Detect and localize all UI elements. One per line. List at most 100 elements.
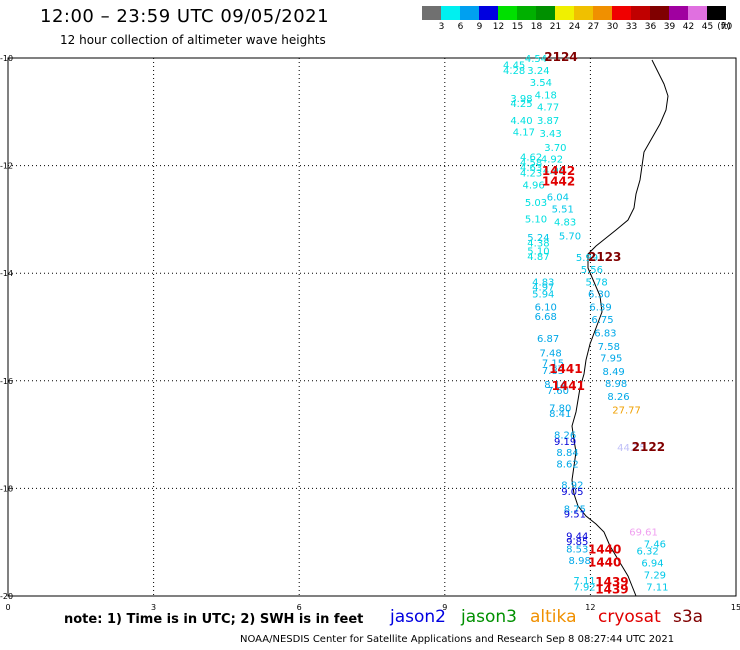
colorbar-swatch bbox=[631, 6, 650, 20]
pass-label: 1442 bbox=[542, 175, 575, 189]
colorbar-swatch bbox=[593, 6, 612, 20]
swh-label: 7.60 bbox=[547, 386, 569, 397]
axis-labels: 0 3 6 9 12 15 -10 -12 -14 -16 -18 -20 bbox=[0, 54, 740, 612]
swh-label: 5.78 bbox=[586, 277, 608, 288]
swh-label: 4.83 bbox=[554, 218, 576, 229]
colorbar-label: 3 bbox=[438, 22, 445, 32]
swh-label: 6.83 bbox=[594, 328, 616, 339]
swh-label: 8.98 bbox=[605, 379, 627, 390]
swh-label: 44.75 bbox=[617, 443, 646, 454]
legend-altika: altika bbox=[530, 607, 577, 627]
swh-label: 6.04 bbox=[547, 192, 569, 203]
pass-label: 1440 bbox=[588, 556, 621, 570]
swh-label: 7.29 bbox=[644, 570, 666, 581]
swh-label: 7.95 bbox=[600, 354, 622, 365]
swh-label: 4.58 bbox=[520, 158, 542, 169]
colorbar-swatch bbox=[441, 6, 460, 20]
colorbar-label: 6 bbox=[457, 22, 464, 32]
swh-label: 5.94 bbox=[532, 290, 554, 301]
swh-label: 4.38 bbox=[527, 239, 549, 250]
swh-label: 4.23 bbox=[520, 169, 542, 180]
swh-label: 4.87 bbox=[527, 252, 549, 263]
colorbar-swatch bbox=[612, 6, 631, 20]
legend-cryosat: cryosat bbox=[598, 607, 661, 627]
swh-label: 8.26 bbox=[554, 431, 576, 442]
y-tick-label: -14 bbox=[0, 269, 13, 278]
swh-label: 8.14 bbox=[544, 380, 566, 391]
swh-label: 9.19 bbox=[554, 437, 576, 448]
swh-label: 5.56 bbox=[581, 265, 603, 276]
footnote: note: 1) Time is in UTC; 2) SWH is in fe… bbox=[64, 612, 364, 627]
x-tick-label: 6 bbox=[297, 603, 302, 612]
colorbar-swatch bbox=[669, 6, 688, 20]
swh-label: 4.40 bbox=[510, 116, 532, 127]
swh-label: 4.63 bbox=[520, 163, 542, 174]
swh-label: 3.87 bbox=[537, 116, 559, 127]
legend-jason2: jason2 bbox=[390, 607, 446, 627]
swh-label: 6.39 bbox=[589, 303, 611, 314]
swh-label: 8.53 bbox=[566, 545, 588, 556]
swh-label: 3.54 bbox=[530, 78, 552, 89]
swh-label: 3.43 bbox=[539, 129, 561, 140]
swh-label: 6.87 bbox=[537, 334, 559, 345]
colorbar-label: 18 bbox=[530, 22, 543, 32]
swh-label: 6.75 bbox=[591, 315, 613, 326]
swh-label: 4.83 bbox=[532, 277, 554, 288]
swh-label: 9.05 bbox=[561, 487, 583, 498]
page-title: 12:00 – 23:59 UTC 09/05/2021 bbox=[40, 6, 330, 27]
swh-label: 5.24 bbox=[527, 233, 549, 244]
colorbar-label: 9 bbox=[476, 22, 483, 32]
colorbar-label: 24 bbox=[568, 22, 581, 32]
colorbar-swatch bbox=[650, 6, 669, 20]
swh-label: 3.24 bbox=[527, 66, 549, 77]
page-subtitle: 12 hour collection of altimeter wave hei… bbox=[60, 33, 326, 47]
colorbar-label: 33 bbox=[625, 22, 638, 32]
colorbar-swatch bbox=[422, 6, 441, 20]
y-tick-label: -12 bbox=[0, 162, 13, 171]
swh-label: 7.92 bbox=[573, 582, 595, 593]
swh-label: 8.98 bbox=[569, 556, 591, 567]
pass-label: 1441 bbox=[549, 362, 582, 376]
swh-label: 3.70 bbox=[544, 143, 566, 154]
swh-label: 4.98 bbox=[543, 166, 565, 177]
colorbar-label: 70 bbox=[720, 22, 733, 32]
swh-label: 4.17 bbox=[513, 128, 535, 139]
colorbar-swatch bbox=[536, 6, 555, 20]
swh-label: 3.98 bbox=[510, 94, 532, 105]
y-tick-label: -20 bbox=[0, 592, 13, 601]
swh-label: 8.49 bbox=[603, 367, 625, 378]
colorbar-unit: (ft) bbox=[717, 22, 731, 32]
swh-label: 6.30 bbox=[588, 290, 610, 301]
x-tick-label: 3 bbox=[151, 603, 156, 612]
coastline bbox=[571, 59, 669, 597]
x-tick-label: 9 bbox=[442, 603, 447, 612]
swh-label: 7.48 bbox=[539, 348, 561, 359]
pass-label: 2124 bbox=[544, 50, 577, 64]
colorbar-swatch bbox=[574, 6, 593, 20]
swh-label: 5.70 bbox=[559, 232, 581, 243]
swh-label: 8.75 bbox=[564, 504, 586, 515]
y-tick-label: -18 bbox=[0, 484, 13, 493]
swh-label: 5.99 bbox=[576, 253, 598, 264]
swh-label: 8.92 bbox=[561, 481, 583, 492]
swh-label: 4.96 bbox=[522, 180, 544, 191]
swh-label: 8.84 bbox=[556, 448, 578, 459]
colorbar-label: 30 bbox=[606, 22, 619, 32]
colorbar-swatch bbox=[498, 6, 517, 20]
colorbar-label: 45 bbox=[701, 22, 714, 32]
swh-label: 4.45 bbox=[503, 60, 525, 71]
swh-label: 8.26 bbox=[607, 392, 629, 403]
swh-label: 69.61 bbox=[629, 527, 658, 538]
swh-label: 8.41 bbox=[549, 409, 571, 420]
legend-jason3: jason3 bbox=[461, 607, 517, 627]
pass-label: 2122 bbox=[632, 440, 665, 454]
pass-label: 1439 bbox=[595, 575, 628, 589]
swh-label: 4.54 bbox=[525, 54, 547, 65]
swh-label: 4.77 bbox=[537, 102, 559, 113]
credit-line: NOAA/NESDIS Center for Satellite Applica… bbox=[240, 634, 675, 645]
colorbar-swatch bbox=[479, 6, 498, 20]
colorbar-swatch bbox=[460, 6, 479, 20]
pass-label: 1439 bbox=[595, 583, 628, 597]
swh-label: 4.62 bbox=[520, 152, 542, 163]
